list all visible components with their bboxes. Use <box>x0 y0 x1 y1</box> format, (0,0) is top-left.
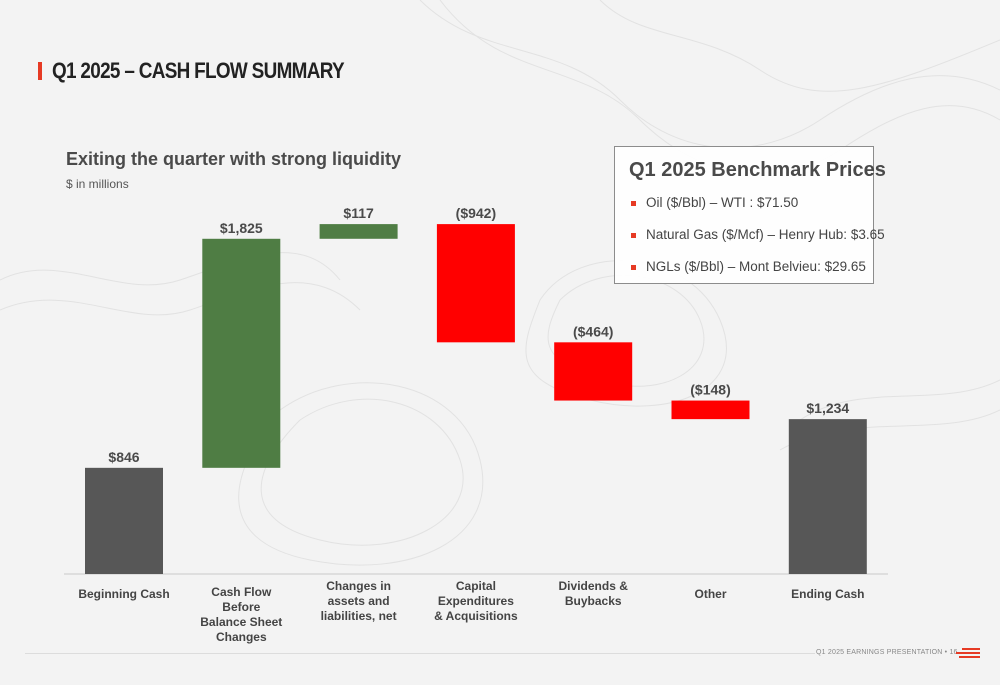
bar-0 <box>85 467 163 574</box>
benchmark-item-gas: Natural Gas ($/Mcf) – Henry Hub: $3.65 <box>629 227 885 259</box>
bar-5 <box>671 400 750 420</box>
data-label: ($942) <box>456 205 496 221</box>
bar-4 <box>554 342 633 401</box>
bar-2 <box>319 224 398 239</box>
category-label: Beginning Cash <box>78 587 169 601</box>
bar-1 <box>202 238 281 468</box>
page-title: Q1 2025 – CASH FLOW SUMMARY <box>52 58 345 83</box>
bullet-icon <box>631 233 636 238</box>
category-label: Changes in assets and liabilities, net <box>321 579 397 623</box>
footer-divider <box>25 653 815 654</box>
bullet-icon <box>631 201 636 206</box>
category-label: Ending Cash <box>791 587 864 601</box>
bullet-icon <box>631 265 636 270</box>
benchmark-list: Oil ($/Bbl) – WTI : $71.50 Natural Gas (… <box>629 195 885 291</box>
category-label: Capital Expenditures & Acquisitions <box>434 579 518 623</box>
footer-text: Q1 2025 EARNINGS PRESENTATION • 16 <box>816 649 958 656</box>
data-label: ($464) <box>573 323 613 339</box>
benchmark-item-label: NGLs ($/Bbl) – Mont Belvieu: $29.65 <box>646 259 866 274</box>
company-logo-icon <box>956 647 980 659</box>
data-label: $1,825 <box>220 220 263 236</box>
benchmark-item-label: Natural Gas ($/Mcf) – Henry Hub: $3.65 <box>646 227 885 242</box>
category-label: Other <box>694 587 726 601</box>
data-label: ($148) <box>690 382 730 398</box>
chart-subtitle: Exiting the quarter with strong liquidit… <box>66 149 402 169</box>
category-label: Dividends & Buybacks <box>559 579 629 608</box>
units-note: $ in millions <box>66 177 129 191</box>
data-label: $117 <box>343 205 374 221</box>
benchmark-item-ngl: NGLs ($/Bbl) – Mont Belvieu: $29.65 <box>629 259 885 291</box>
benchmark-title: Q1 2025 Benchmark Prices <box>629 159 886 181</box>
category-label: Cash Flow Before Balance Sheet Changes <box>200 585 282 644</box>
data-label: $1,234 <box>806 400 849 416</box>
title-accent-bar <box>38 62 42 80</box>
benchmark-prices-box: Q1 2025 Benchmark Prices Oil ($/Bbl) – W… <box>614 146 886 284</box>
benchmark-item-label: Oil ($/Bbl) – WTI : $71.50 <box>646 195 799 210</box>
bar-3 <box>436 224 515 343</box>
benchmark-item-oil: Oil ($/Bbl) – WTI : $71.50 <box>629 195 885 227</box>
data-label: $846 <box>108 449 139 465</box>
bar-6 <box>788 419 867 574</box>
